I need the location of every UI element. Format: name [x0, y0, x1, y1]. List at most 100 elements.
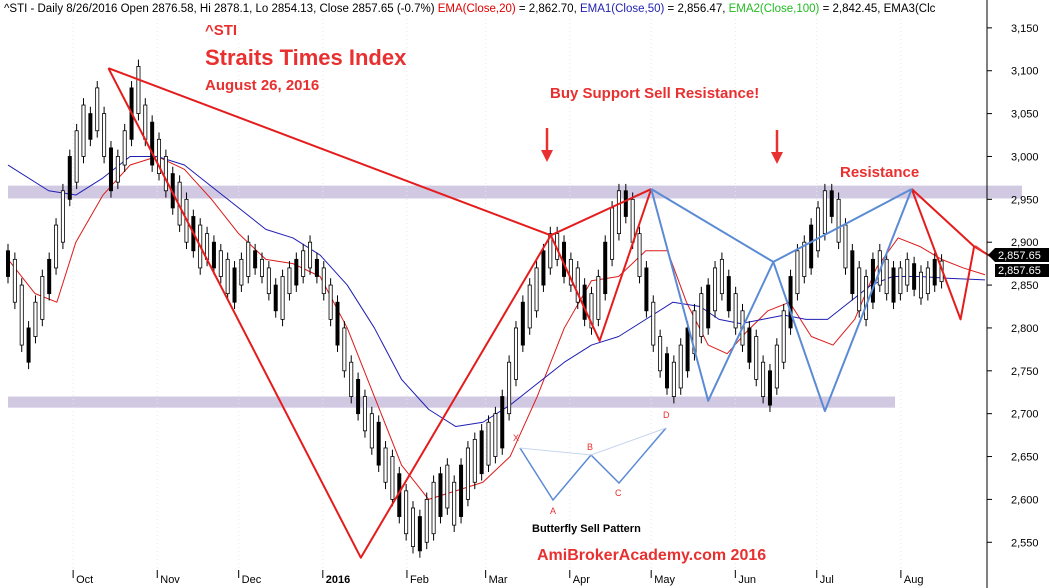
candle-body [719, 258, 724, 295]
candle-body [754, 336, 759, 380]
candle-body [102, 113, 107, 157]
last-price-label-2: 2,857.65 [998, 265, 1041, 277]
candle-body [253, 250, 258, 269]
candle-body [932, 258, 937, 286]
ticker-label: ^STI [205, 22, 237, 39]
candle-body [108, 147, 113, 192]
candle-body [884, 258, 889, 295]
candle-body [47, 258, 52, 295]
legend-point-label: X [513, 433, 519, 443]
candle-body [411, 507, 416, 547]
candle-body [891, 267, 896, 303]
candle-body [500, 396, 505, 449]
candles [6, 59, 944, 558]
y-tick-label: 3,050 [1011, 109, 1039, 121]
y-tick-label: 2,750 [1011, 366, 1039, 378]
candle-body [637, 233, 642, 277]
ema50-line [7, 155, 986, 428]
candle-body [527, 284, 532, 329]
butterfly-legend: X A B C D [513, 410, 670, 516]
candle-body [589, 293, 594, 329]
candle-body [685, 327, 690, 372]
x-tick-label: May [654, 574, 675, 586]
candle-body [335, 301, 340, 346]
candle-body [829, 190, 834, 217]
candle-body [575, 267, 580, 303]
candle-body [239, 258, 244, 286]
legend-point-label: D [663, 410, 670, 420]
buy-sell-note: Buy Support Sell Resistance! [550, 85, 759, 102]
butterfly-line [772, 188, 913, 263]
candle-body [356, 378, 361, 415]
candle-body [369, 413, 374, 449]
candle-body [726, 276, 731, 312]
legend-point-label: B [587, 442, 593, 452]
candle-body [259, 258, 264, 277]
candle-body [507, 361, 512, 415]
candle-body [67, 156, 72, 200]
candle-body [692, 310, 697, 355]
candle-body [95, 87, 100, 132]
band-resistance [8, 185, 1022, 199]
butterfly-lines [650, 188, 913, 413]
candle-body [328, 284, 333, 320]
x-tick-label: Oct [76, 574, 93, 586]
candle-body [479, 430, 484, 475]
candle-body [644, 267, 649, 312]
candle-body [294, 258, 299, 286]
y-tick-label: 2,900 [1011, 237, 1039, 249]
candle-body [150, 121, 155, 166]
y-tick-label: 3,150 [1011, 23, 1039, 35]
header-segment: EMA(Close,20) [438, 3, 516, 15]
candle-body [225, 258, 230, 295]
pattern-caption: Butterfly Sell Pattern [532, 523, 641, 535]
zigzag-line [108, 67, 552, 237]
candle-body [60, 190, 65, 243]
candle-body [81, 104, 86, 157]
zigzag-line [910, 188, 1000, 321]
candle-body [459, 464, 464, 517]
candle-body [424, 499, 429, 543]
candle-body [40, 276, 45, 320]
candle-body [163, 156, 168, 192]
last-price-tag-2: 2,857.65 [995, 264, 1049, 277]
x-tick-label: Apr [573, 574, 590, 586]
candle-body [445, 464, 450, 509]
zigzag-line [911, 188, 975, 248]
candle-body [925, 267, 930, 295]
x-tick-label: Mar [489, 574, 508, 586]
candle-body [493, 413, 498, 457]
arrow-2-icon [771, 130, 783, 164]
header-segment: = 2,862.70, [516, 3, 580, 15]
candle-body [12, 258, 17, 303]
ema20-line [7, 155, 986, 500]
candle-body [19, 284, 24, 346]
candle-body [534, 267, 539, 312]
candle-body [54, 224, 59, 269]
candle-body [280, 276, 285, 320]
candle-body [774, 344, 779, 389]
arrow-1-icon [541, 128, 553, 162]
candle-body [822, 190, 827, 235]
ema-lines [7, 155, 986, 500]
legend-bd-line [590, 427, 667, 456]
candle-body [850, 250, 855, 295]
chart-title: Straits Times Index [205, 45, 407, 70]
candle-body [465, 447, 470, 500]
candle-body [548, 233, 553, 269]
x-tick-label: Jul [820, 574, 834, 586]
candle-body [246, 241, 251, 277]
candle-body [610, 207, 615, 260]
candle-body [596, 276, 601, 320]
candle-body [664, 353, 669, 389]
candle-body [266, 267, 271, 295]
candle-body [115, 156, 120, 183]
candle-body [390, 456, 395, 500]
candle-body [630, 198, 635, 243]
candle-body [843, 224, 848, 269]
candle-body [767, 370, 772, 406]
candle-body [651, 301, 656, 346]
candle-body [699, 293, 704, 337]
candle-body [905, 258, 910, 286]
